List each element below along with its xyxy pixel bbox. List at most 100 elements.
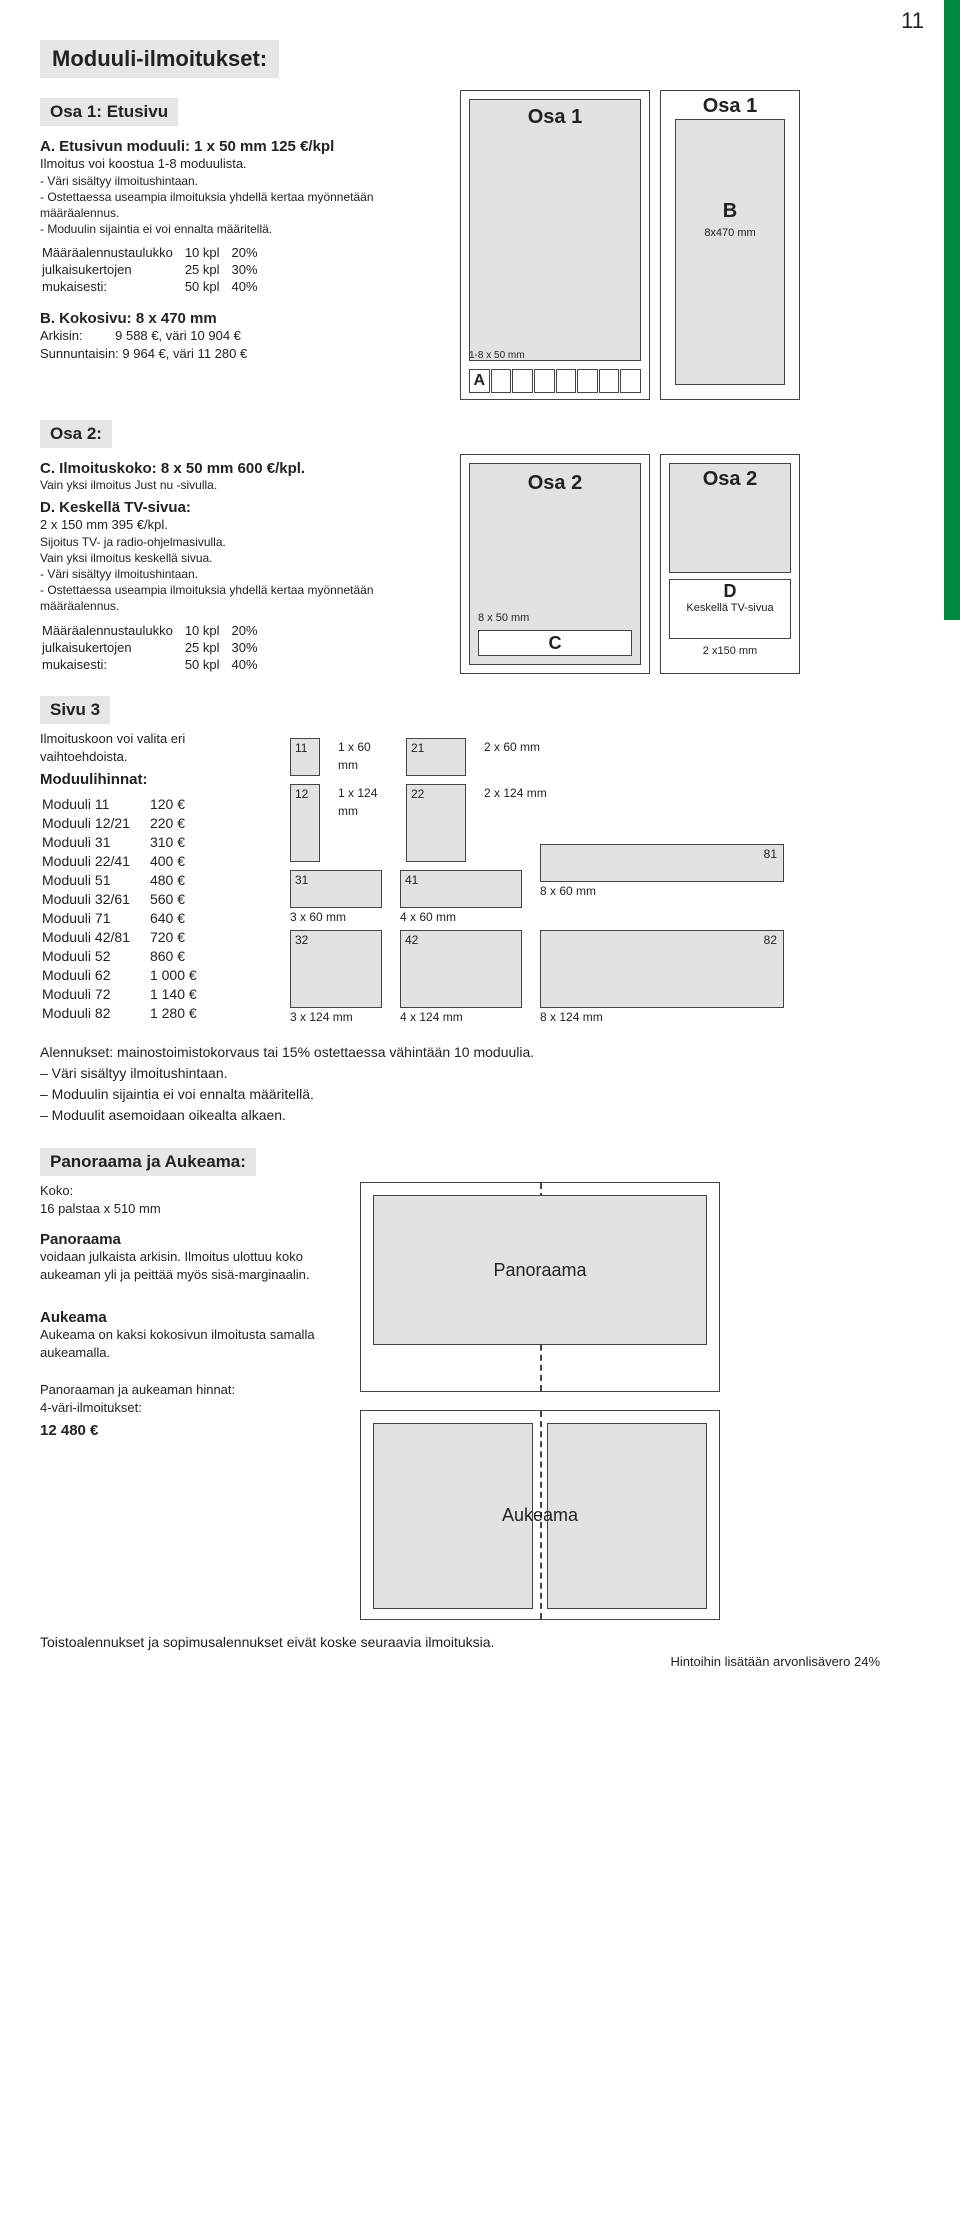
sivu3-price-header: Moduulihinnat: [40,771,270,788]
sivu3-notes: Alennukset: mainostoimistokorvaus tai 15… [40,1042,880,1126]
mod-num: 12 [295,787,308,801]
discount-cell: 20% [232,245,268,260]
osa1-heading: Osa 1: Etusivu [40,98,178,126]
mod-cap: 2 x 124 mm [484,786,547,800]
mod-cap: 8 x 60 mm [540,884,784,898]
osa2-d-note1: Sijoitus TV- ja radio-ohjelmasivulla. [40,534,440,550]
pano-price-intro: Panoraaman ja aukeaman hinnat: [40,1381,340,1399]
discount-cell: 50 kpl [185,279,230,294]
price-val: 1 000 € [150,967,215,984]
discount-label3: mukaisesti: [42,657,183,672]
osa1-discount-table: Määräalennustaulukko 10 kpl 20% julkaisu… [40,243,270,296]
sivu3-price-table: Moduuli 11120 € Moduuli 12/21220 € Moduu… [40,794,217,1024]
mod-cap: 3 x 124 mm [290,1010,382,1024]
sivu3-heading: Sivu 3 [40,696,110,724]
price-name: Moduuli 42/81 [42,929,148,946]
price-val: 1 140 € [150,986,215,1003]
osa1-b-title: B. Kokosivu: 8 x 470 mm [40,310,440,327]
page-content: Moduuli-ilmoitukset: Osa 1: Etusivu A. E… [0,0,960,1699]
osa2-D-dim: 2 x150 mm [661,645,799,657]
discount-cell: 30% [232,640,268,655]
osa1-B-dim: 8x470 mm [704,227,755,239]
mod-num: 11 [295,741,307,755]
discount-label3: mukaisesti: [42,279,183,294]
note-line: – Moduulin sijaintia ei voi ennalta määr… [40,1084,880,1105]
price-name: Moduuli 72 [42,986,148,1003]
osa2-d-price: 2 x 150 mm 395 €/kpl. [40,516,440,534]
price-val: 220 € [150,815,215,832]
note-line: – Väri sisältyy ilmoitushintaan. [40,1063,880,1084]
price-val: 120 € [150,796,215,813]
osa1-a-title: A. Etusivun moduuli: 1 x 50 mm 125 €/kpl [40,138,440,155]
note-line: – Moduulit asemoidaan oikealta alkaen. [40,1105,880,1126]
price-val: 560 € [150,891,215,908]
osa1-diag-dim: 1-8 x 50 mm [469,350,525,361]
discount-label: Määräalennustaulukko [42,245,183,260]
discount-cell: 50 kpl [185,657,230,672]
osa2-C-label: C [478,630,632,656]
mod-cap: 1 x 124 mm [338,786,377,818]
price-val: 640 € [150,910,215,927]
osa2-diagram-right: Osa 2 D Keskellä TV-sivua 2 x150 mm [660,454,800,674]
price-name: Moduuli 22/41 [42,853,148,870]
osa1-B-label: B [723,200,737,222]
discount-cell: 10 kpl [185,245,230,260]
osa2-D-text: Keskellä TV-sivua [686,602,773,614]
osa1-A-label: A [474,372,486,390]
pano-koko-label: Koko: [40,1182,340,1200]
mod-num: 21 [411,741,424,755]
price-name: Moduuli 62 [42,967,148,984]
page-number: 11 [901,8,924,34]
price-val: 720 € [150,929,215,946]
pano-text: voidaan julkaista arkisin. Ilmoitus ulot… [40,1248,340,1283]
mod-num: 32 [295,933,308,947]
osa1-diag-title: Osa 1 [528,106,582,128]
discount-cell: 25 kpl [185,640,230,655]
discount-label2: julkaisukertojen [42,262,183,277]
price-name: Moduuli 82 [42,1005,148,1022]
osa1-diagram-left: Osa 1 1-8 x 50 mm A [460,90,650,400]
mod-num: 31 [295,873,308,887]
osa1-bullet: - Väri sisältyy ilmoitushintaan. [40,173,440,189]
osa1-b-diag-title: Osa 1 [703,95,757,117]
osa2-D-label: D [724,581,737,601]
mod-cap: 1 x 60 mm [338,740,371,772]
mod-cap: 4 x 124 mm [400,1010,522,1024]
footer-text: Toistoalennukset ja sopimusalennukset ei… [40,1634,880,1650]
green-stripe [944,0,960,620]
osa1-b-sunnuntai: Sunnuntaisin: 9 964 €, väri 11 280 € [40,345,440,363]
mod-num: 81 [764,847,777,861]
mod-cap: 4 x 60 mm [400,910,522,924]
main-title: Moduuli-ilmoitukset: [40,40,279,78]
discount-label: Määräalennustaulukko [42,623,183,638]
mod-num: 22 [411,787,424,801]
price-name: Moduuli 71 [42,910,148,927]
mod-cap: 2 x 60 mm [484,740,540,754]
discount-cell: 40% [232,279,268,294]
osa2-diagram-left: Osa 2 8 x 50 mm C [460,454,650,674]
price-val: 480 € [150,872,215,889]
price-val: 400 € [150,853,215,870]
osa2-d-diag-title: Osa 2 [703,468,757,490]
note-line: Alennukset: mainostoimistokorvaus tai 15… [40,1042,880,1063]
pano-koko-value: 16 palstaa x 510 mm [40,1200,340,1218]
vat-text: Hintoihin lisätään arvonlisävero 24% [40,1654,880,1669]
panorama-heading: Panoraama ja Aukeama: [40,1148,256,1176]
osa2-bullet: - Väri sisältyy ilmoitushintaan. [40,566,440,582]
osa2-diag-title: Osa 2 [528,472,582,494]
pano-price-value: 12 480 € [40,1422,340,1439]
osa1-a-sub: Ilmoitus voi koostua 1-8 moduulista. [40,155,440,173]
osa2-d-note2: Vain yksi ilmoitus keskellä sivua. [40,550,440,566]
osa2-bullet: - Ostettaessa useampia ilmoituksia yhdel… [40,582,440,614]
osa1-b-arkisin: Arkisin: 9 588 €, väri 10 904 € [40,327,440,345]
osa2-c-title: C. Ilmoituskoko: 8 x 50 mm 600 €/kpl. [40,460,440,477]
pano-diag-label: Panoraama [493,1260,586,1281]
mod-cap: 8 x 124 mm [540,1010,784,1024]
sivu3-diagram: 11 1 x 60 mm 21 2 x 60 mm 12 1 x 124 mm … [290,738,880,1024]
pano-price-line1: 4-väri-ilmoitukset: [40,1399,340,1417]
osa2-diag-dim: 8 x 50 mm [478,612,529,624]
osa1-diagram-right: Osa 1 B 8x470 mm [660,90,800,400]
pano-title: Panoraama [40,1231,340,1248]
osa2-discount-table: Määräalennustaulukko 10 kpl 20% julkaisu… [40,621,270,674]
price-name: Moduuli 52 [42,948,148,965]
